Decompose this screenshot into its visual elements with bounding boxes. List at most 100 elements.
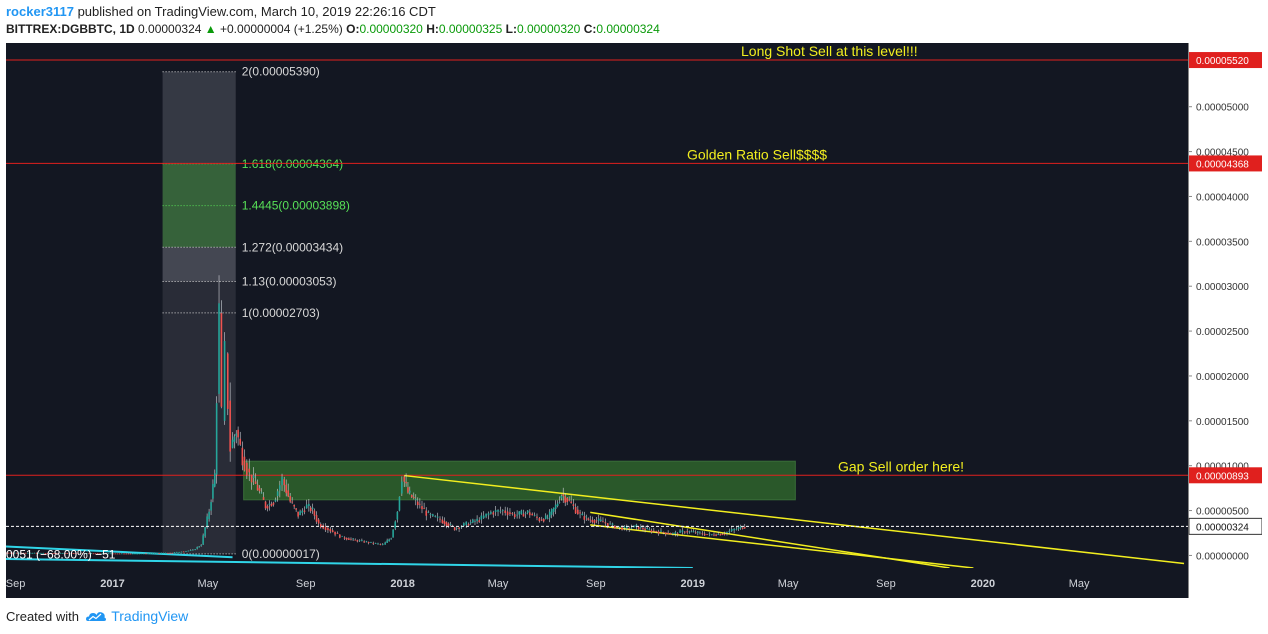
price-candle: [546, 517, 549, 519]
price-candle: [492, 512, 495, 515]
price-candle: [293, 504, 295, 507]
price-candle: [445, 522, 448, 527]
price-candle: [112, 553, 114, 555]
price-candle: [504, 510, 506, 513]
low-value: 0.00000320: [516, 22, 581, 36]
price-change: +0.00000004 (+1.25%): [220, 22, 343, 36]
price-candle: [235, 433, 238, 436]
price-candle: [577, 509, 579, 515]
price-candle: [31, 552, 34, 554]
price-candle: [6, 552, 7, 554]
price-candle: [66, 553, 69, 554]
price-candle: [542, 519, 545, 522]
x-tick-label: 2019: [681, 578, 705, 590]
price-candle: [737, 527, 740, 529]
x-tick-label: 2018: [390, 578, 414, 590]
price-candle: [324, 526, 327, 531]
price-candle: [474, 520, 476, 522]
price-candle: [212, 483, 214, 499]
price-candle: [363, 541, 365, 543]
price-candle: [672, 533, 674, 535]
price-candle: [644, 528, 646, 531]
price-candle: [465, 521, 468, 525]
price-candle: [667, 532, 669, 535]
price-candle: [29, 552, 31, 554]
price-candle: [735, 528, 738, 530]
x-tick-label: May: [1069, 578, 1090, 590]
price-candle: [544, 515, 547, 519]
x-tick-label: May: [198, 578, 219, 590]
price-candle: [64, 553, 66, 554]
price-candle: [331, 530, 334, 533]
x-tick-label: May: [488, 578, 509, 590]
price-marker-label: 0.00000893: [1196, 471, 1249, 482]
price-candle: [303, 510, 306, 512]
price-candle: [699, 532, 701, 534]
price-candle: [158, 553, 160, 554]
price-candle: [35, 552, 38, 554]
price-chart[interactable]: 2(0.00005390)1.618(0.00004364)1.4445(0.0…: [6, 43, 1262, 598]
price-candle: [272, 502, 275, 505]
price-candle: [173, 552, 176, 554]
price-candle: [341, 535, 344, 537]
price-candle: [447, 523, 450, 527]
price-candle: [467, 524, 470, 526]
x-tick-label: Sep: [296, 578, 316, 590]
price-candle: [434, 515, 437, 517]
price-candle: [715, 534, 717, 536]
plot-layer: 2(0.00005390)1.618(0.00004364)1.4445(0.0…: [6, 43, 1188, 568]
price-candle: [16, 552, 18, 554]
y-tick-label: 0.00003500: [1196, 237, 1249, 248]
price-candle: [628, 528, 630, 529]
price-candle: [276, 491, 279, 496]
author-link[interactable]: rocker3117: [6, 4, 74, 19]
price-candle: [511, 513, 514, 515]
price-candle: [681, 530, 684, 533]
price-candle: [703, 533, 706, 536]
price-candle: [692, 531, 695, 533]
price-candle: [526, 510, 529, 513]
price-candle: [410, 494, 413, 498]
price-candle: [145, 553, 147, 555]
price-candle: [215, 403, 218, 475]
price-candle: [726, 532, 728, 533]
price-candle: [180, 551, 183, 553]
price-candle: [728, 530, 731, 533]
price-candle: [574, 506, 577, 514]
price-candle: [329, 529, 332, 532]
price-candle: [412, 497, 415, 499]
price-candle: [618, 526, 621, 528]
price-candle: [57, 553, 60, 554]
price-candle: [717, 534, 720, 535]
price-candle: [169, 552, 171, 554]
price-candle: [37, 552, 40, 554]
price-candle: [94, 553, 97, 555]
price-candle: [589, 519, 592, 521]
price-candle: [513, 514, 516, 518]
price-candle: [730, 528, 733, 532]
price-candle: [22, 552, 25, 554]
price-candle: [9, 552, 12, 554]
price-candle: [202, 535, 204, 545]
high-label: H:: [426, 22, 439, 36]
price-candle: [185, 551, 187, 552]
publish-line: rocker3117 published on TradingView.com,…: [6, 4, 436, 19]
price-candle: [621, 527, 623, 531]
price-candle: [311, 507, 314, 510]
fib-zone-lower: [162, 281, 236, 554]
fib-level-label: 0(0.00000017): [242, 547, 320, 561]
price-candle: [642, 527, 644, 530]
price-candle: [708, 533, 711, 535]
price-candle: [595, 520, 598, 522]
tradingview-brand[interactable]: TradingView: [111, 608, 189, 624]
price-candle: [494, 510, 497, 512]
price-candle: [153, 552, 156, 554]
price-candle: [343, 537, 346, 539]
price-candle: [92, 553, 95, 555]
price-candle: [372, 542, 375, 544]
price-candle: [262, 497, 265, 500]
price-candle: [358, 540, 361, 542]
price-candle: [409, 490, 411, 493]
price-candle: [719, 534, 722, 536]
price-candle: [101, 553, 103, 555]
